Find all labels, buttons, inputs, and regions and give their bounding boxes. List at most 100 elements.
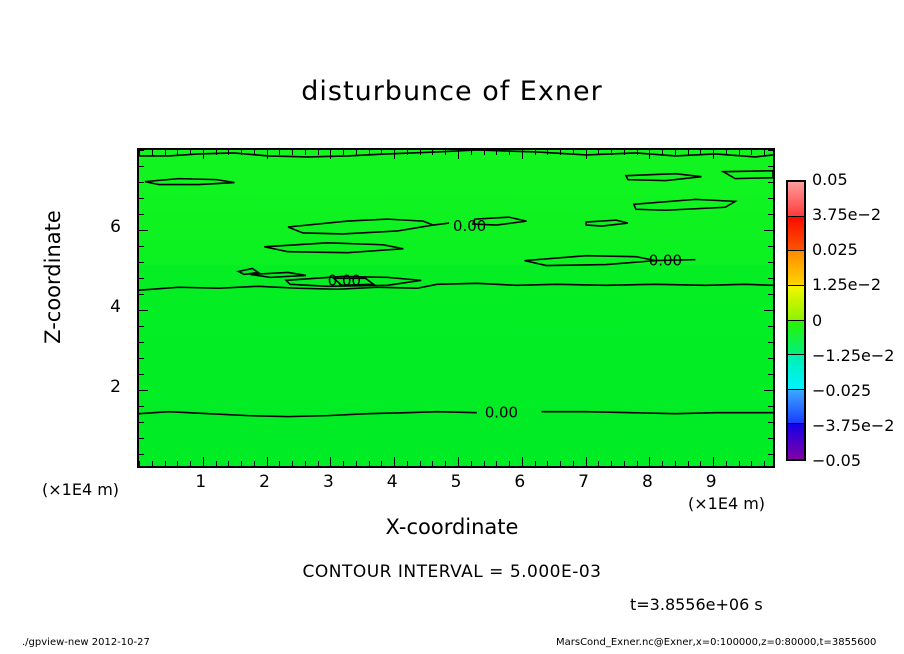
x-axis-minor-tick bbox=[726, 150, 727, 155]
y-axis-minor-tick bbox=[768, 422, 773, 423]
x-axis-unit-left: (×1E4 m) bbox=[42, 480, 120, 499]
colorbar-band bbox=[788, 320, 804, 356]
y-axis-minor-tick bbox=[139, 438, 144, 439]
x-axis-minor-tick bbox=[152, 150, 153, 155]
colorbar-tick-label: 0.025 bbox=[812, 240, 858, 260]
x-axis-minor-tick bbox=[216, 150, 217, 155]
time-stamp-text: t=3.8556e+06 s bbox=[630, 595, 763, 614]
colorbar-band bbox=[788, 355, 804, 390]
y-axis-minor-tick bbox=[139, 150, 144, 151]
x-axis-minor-tick bbox=[216, 461, 217, 466]
colorbar-band bbox=[788, 424, 804, 459]
x-axis-minor-tick bbox=[751, 150, 752, 155]
x-axis-minor-tick bbox=[241, 150, 242, 155]
colorbar-band bbox=[788, 389, 804, 425]
x-axis-tick-label: 3 bbox=[322, 472, 334, 492]
y-axis-minor-tick bbox=[768, 326, 773, 327]
y-axis-minor-tick bbox=[139, 166, 144, 167]
y-axis-minor-tick bbox=[768, 214, 773, 215]
x-axis-tick-label: 2 bbox=[259, 472, 270, 492]
page-title: disturbunce of Exner bbox=[301, 76, 603, 107]
y-axis-minor-tick bbox=[768, 150, 773, 151]
y-axis-major-tick bbox=[764, 230, 773, 231]
x-axis-minor-tick bbox=[726, 461, 727, 466]
x-axis-minor-tick bbox=[611, 150, 612, 155]
x-axis-minor-tick bbox=[279, 150, 280, 155]
y-axis-tick-label: 6 bbox=[110, 217, 121, 237]
x-axis-minor-tick bbox=[381, 150, 382, 155]
x-axis-minor-tick bbox=[445, 461, 446, 466]
y-axis-major-tick bbox=[139, 310, 148, 311]
x-axis-tick-label: 7 bbox=[578, 472, 589, 492]
x-axis-minor-tick bbox=[637, 150, 638, 155]
x-axis-minor-tick bbox=[739, 461, 740, 466]
x-axis-minor-tick bbox=[190, 150, 191, 155]
x-axis-unit-right: (×1E4 m) bbox=[688, 494, 766, 513]
x-axis-major-tick bbox=[649, 150, 650, 159]
x-axis-tick-label: 4 bbox=[386, 472, 398, 492]
y-axis-minor-tick bbox=[139, 214, 144, 215]
y-axis-minor-tick bbox=[139, 374, 144, 375]
y-axis-major-tick bbox=[764, 390, 773, 391]
x-axis-minor-tick bbox=[241, 461, 242, 466]
contour-label: 0.00 bbox=[328, 271, 361, 289]
x-axis-minor-tick bbox=[547, 150, 548, 155]
y-axis-minor-tick bbox=[139, 198, 144, 199]
x-axis-major-tick bbox=[522, 457, 523, 466]
y-axis-minor-tick bbox=[768, 342, 773, 343]
x-axis-minor-tick bbox=[343, 150, 344, 155]
footer-right-text: MarsCond_Exner.nc@Exner,x=0:100000,z=0:8… bbox=[556, 637, 877, 648]
x-axis-minor-tick bbox=[318, 461, 319, 466]
y-axis-minor-tick bbox=[139, 422, 144, 423]
x-axis-major-tick bbox=[394, 457, 395, 466]
x-axis-minor-tick bbox=[292, 150, 293, 155]
x-axis-minor-tick bbox=[305, 150, 306, 155]
y-axis-minor-tick bbox=[768, 374, 773, 375]
x-axis-minor-tick bbox=[675, 150, 676, 155]
x-axis-major-tick bbox=[458, 457, 459, 466]
y-axis-minor-tick bbox=[768, 182, 773, 183]
x-axis-minor-tick bbox=[381, 461, 382, 466]
y-axis-minor-tick bbox=[139, 278, 144, 279]
x-axis-major-tick bbox=[713, 457, 714, 466]
x-axis-minor-tick bbox=[598, 150, 599, 155]
x-axis-minor-tick bbox=[598, 461, 599, 466]
x-axis-minor-tick bbox=[292, 461, 293, 466]
x-axis-major-tick bbox=[330, 150, 331, 159]
contour-label: 0.00 bbox=[649, 252, 682, 270]
x-axis-minor-tick bbox=[139, 461, 140, 466]
y-axis-minor-tick bbox=[768, 166, 773, 167]
x-axis-minor-tick bbox=[432, 150, 433, 155]
x-axis-tick-label: 9 bbox=[705, 472, 717, 492]
colorbar-band bbox=[788, 285, 804, 321]
x-axis-major-tick bbox=[394, 150, 395, 159]
contour-lines: 0.00 0.00 0.00 0.00 bbox=[139, 150, 773, 422]
y-axis-minor-tick bbox=[139, 182, 144, 183]
x-axis-minor-tick bbox=[356, 461, 357, 466]
x-axis-minor-tick bbox=[560, 150, 561, 155]
x-axis-major-tick bbox=[586, 150, 587, 159]
x-axis-minor-tick bbox=[152, 461, 153, 466]
y-axis-minor-tick bbox=[768, 262, 773, 263]
colorbar-band bbox=[788, 216, 804, 252]
y-axis-major-tick bbox=[764, 310, 773, 311]
colorbar-tick-label: −3.75e−2 bbox=[812, 415, 895, 435]
x-axis-major-tick bbox=[203, 150, 204, 159]
y-axis-minor-tick bbox=[768, 406, 773, 407]
x-axis-minor-tick bbox=[254, 150, 255, 155]
x-axis-major-tick bbox=[330, 457, 331, 466]
y-axis-tick-label: 2 bbox=[110, 377, 121, 397]
y-axis-major-tick bbox=[139, 230, 148, 231]
x-axis-minor-tick bbox=[177, 150, 178, 155]
x-axis-minor-tick bbox=[369, 150, 370, 155]
y-axis-minor-tick bbox=[139, 326, 144, 327]
colorbar-tick-label: 1.25e−2 bbox=[812, 275, 882, 295]
y-axis-minor-tick bbox=[139, 342, 144, 343]
y-axis-minor-tick bbox=[768, 438, 773, 439]
x-axis-minor-tick bbox=[420, 150, 421, 155]
colorbar-tick-label: −0.05 bbox=[812, 451, 862, 470]
x-axis-major-tick bbox=[713, 150, 714, 159]
x-axis-minor-tick bbox=[509, 461, 510, 466]
x-axis-minor-tick bbox=[509, 150, 510, 155]
x-axis-major-tick bbox=[267, 150, 268, 159]
